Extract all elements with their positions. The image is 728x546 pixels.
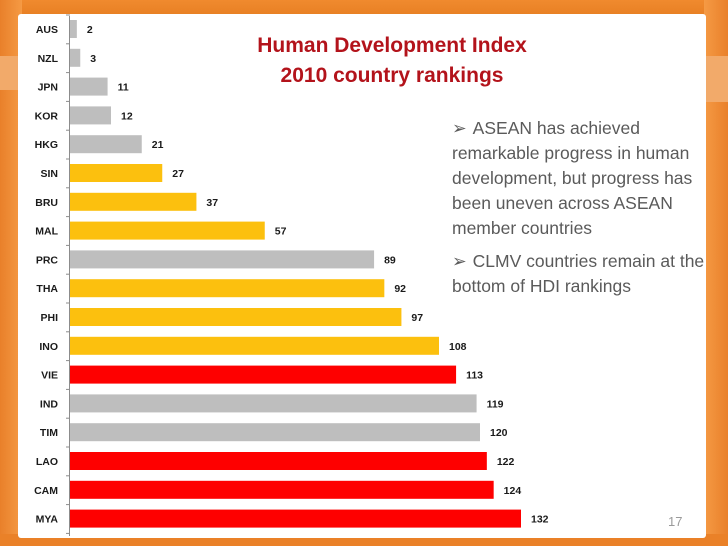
category-label: JPN <box>38 82 58 94</box>
arrow-bullet-icon: ➢ <box>452 118 467 138</box>
category-label: TIM <box>40 427 58 439</box>
value-label: 122 <box>497 456 515 468</box>
value-label: 120 <box>490 427 508 439</box>
page-number: 17 <box>668 514 683 529</box>
chart-subtitle: 2010 country rankings <box>280 64 504 87</box>
slide-canvas <box>18 14 706 538</box>
bar-lao <box>70 452 487 470</box>
bar-sin <box>70 164 163 182</box>
value-label: 11 <box>118 82 129 94</box>
category-label: KOR <box>35 110 59 122</box>
notes-panel: ➢ ASEAN has achieved remarkable progress … <box>452 116 714 307</box>
category-label: HKG <box>35 139 58 151</box>
value-label: 89 <box>384 254 396 266</box>
value-label: 132 <box>531 514 549 526</box>
chart-title: Human Development Index <box>257 34 527 57</box>
value-label: 108 <box>449 341 467 353</box>
note-text: ASEAN has achieved remarkable progress i… <box>452 118 693 238</box>
category-label: MYA <box>36 514 59 526</box>
value-label: 92 <box>394 283 406 295</box>
value-label: 119 <box>487 398 504 410</box>
value-label: 21 <box>152 139 164 151</box>
value-label: 97 <box>411 312 423 324</box>
category-label: CAM <box>34 485 58 497</box>
bar-prc <box>70 250 375 269</box>
bar-phi <box>70 308 402 326</box>
note-item: ➢ ASEAN has achieved remarkable progress … <box>452 116 714 241</box>
bar-tim <box>70 423 480 442</box>
bar-vie <box>70 365 457 384</box>
category-label: IND <box>40 398 59 410</box>
value-label: 27 <box>172 168 184 180</box>
bar-cam <box>70 480 494 499</box>
value-label: 113 <box>466 370 483 382</box>
bar-ino <box>70 336 439 355</box>
bar-bru <box>70 192 197 211</box>
bar-ind <box>70 394 477 413</box>
value-label: 37 <box>206 197 218 209</box>
category-label: SIN <box>40 168 58 180</box>
category-label: PHI <box>40 312 58 324</box>
bar-kor <box>70 106 111 125</box>
value-label: 57 <box>275 226 287 238</box>
category-label: NZL <box>38 53 59 65</box>
category-label: VIE <box>41 370 58 382</box>
value-label: 3 <box>90 53 96 65</box>
bar-hkg <box>70 135 142 154</box>
note-text: CLMV countries remain at the bottom of H… <box>452 251 705 296</box>
frame-left-bar <box>0 0 22 546</box>
value-label: 124 <box>504 485 522 497</box>
bar-mya <box>70 509 521 528</box>
category-label: LAO <box>36 456 58 468</box>
value-label: 12 <box>121 110 133 122</box>
category-label: AUS <box>36 24 58 36</box>
category-label: MAL <box>35 226 58 238</box>
bar-nzl <box>70 48 81 67</box>
bar-jpn <box>70 77 108 96</box>
bar-tha <box>70 279 385 298</box>
bar-aus <box>70 20 77 38</box>
bar-mal <box>70 221 265 240</box>
arrow-bullet-icon: ➢ <box>452 251 467 271</box>
category-label: THA <box>36 283 58 295</box>
value-label: 2 <box>87 24 93 36</box>
category-label: BRU <box>35 197 58 209</box>
category-label: INO <box>39 341 58 353</box>
note-item: ➢ CLMV countries remain at the bottom of … <box>452 249 714 299</box>
category-label: PRC <box>36 254 59 266</box>
